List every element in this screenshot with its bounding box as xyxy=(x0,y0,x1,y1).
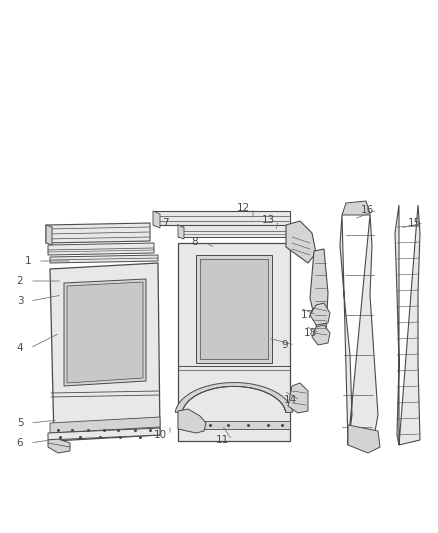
Polygon shape xyxy=(175,383,293,413)
Text: 2: 2 xyxy=(17,276,23,286)
Polygon shape xyxy=(50,255,158,263)
Text: 10: 10 xyxy=(153,430,166,440)
Text: 11: 11 xyxy=(215,435,229,445)
Polygon shape xyxy=(348,425,380,453)
Polygon shape xyxy=(288,383,308,413)
Polygon shape xyxy=(46,225,52,245)
Polygon shape xyxy=(178,243,290,441)
Polygon shape xyxy=(46,223,150,243)
Text: 14: 14 xyxy=(283,395,297,405)
Polygon shape xyxy=(178,409,206,433)
Text: 4: 4 xyxy=(17,343,23,353)
Polygon shape xyxy=(178,421,290,429)
Polygon shape xyxy=(48,439,70,453)
Polygon shape xyxy=(395,205,420,445)
Polygon shape xyxy=(48,243,154,255)
Polygon shape xyxy=(196,255,272,363)
Polygon shape xyxy=(310,303,330,325)
Polygon shape xyxy=(64,279,146,386)
Polygon shape xyxy=(286,221,316,263)
Polygon shape xyxy=(50,417,160,433)
Text: 5: 5 xyxy=(17,418,23,428)
Text: 6: 6 xyxy=(17,438,23,448)
Polygon shape xyxy=(48,428,160,440)
Polygon shape xyxy=(178,225,184,239)
Polygon shape xyxy=(340,215,378,445)
Polygon shape xyxy=(342,201,370,215)
Text: 13: 13 xyxy=(261,215,275,225)
Text: 16: 16 xyxy=(360,205,374,215)
Polygon shape xyxy=(200,259,268,359)
Polygon shape xyxy=(310,249,328,333)
Polygon shape xyxy=(178,225,290,237)
Text: 18: 18 xyxy=(304,328,317,338)
Text: 8: 8 xyxy=(192,237,198,247)
Text: 7: 7 xyxy=(162,218,168,228)
Text: 9: 9 xyxy=(282,340,288,350)
Polygon shape xyxy=(153,211,160,228)
Polygon shape xyxy=(312,325,330,345)
Text: 1: 1 xyxy=(25,256,31,266)
Polygon shape xyxy=(153,211,290,225)
Text: 3: 3 xyxy=(17,296,23,306)
Text: 15: 15 xyxy=(407,218,420,228)
Polygon shape xyxy=(50,263,160,441)
Text: 17: 17 xyxy=(300,310,314,320)
Polygon shape xyxy=(67,282,143,383)
Text: 12: 12 xyxy=(237,203,250,213)
